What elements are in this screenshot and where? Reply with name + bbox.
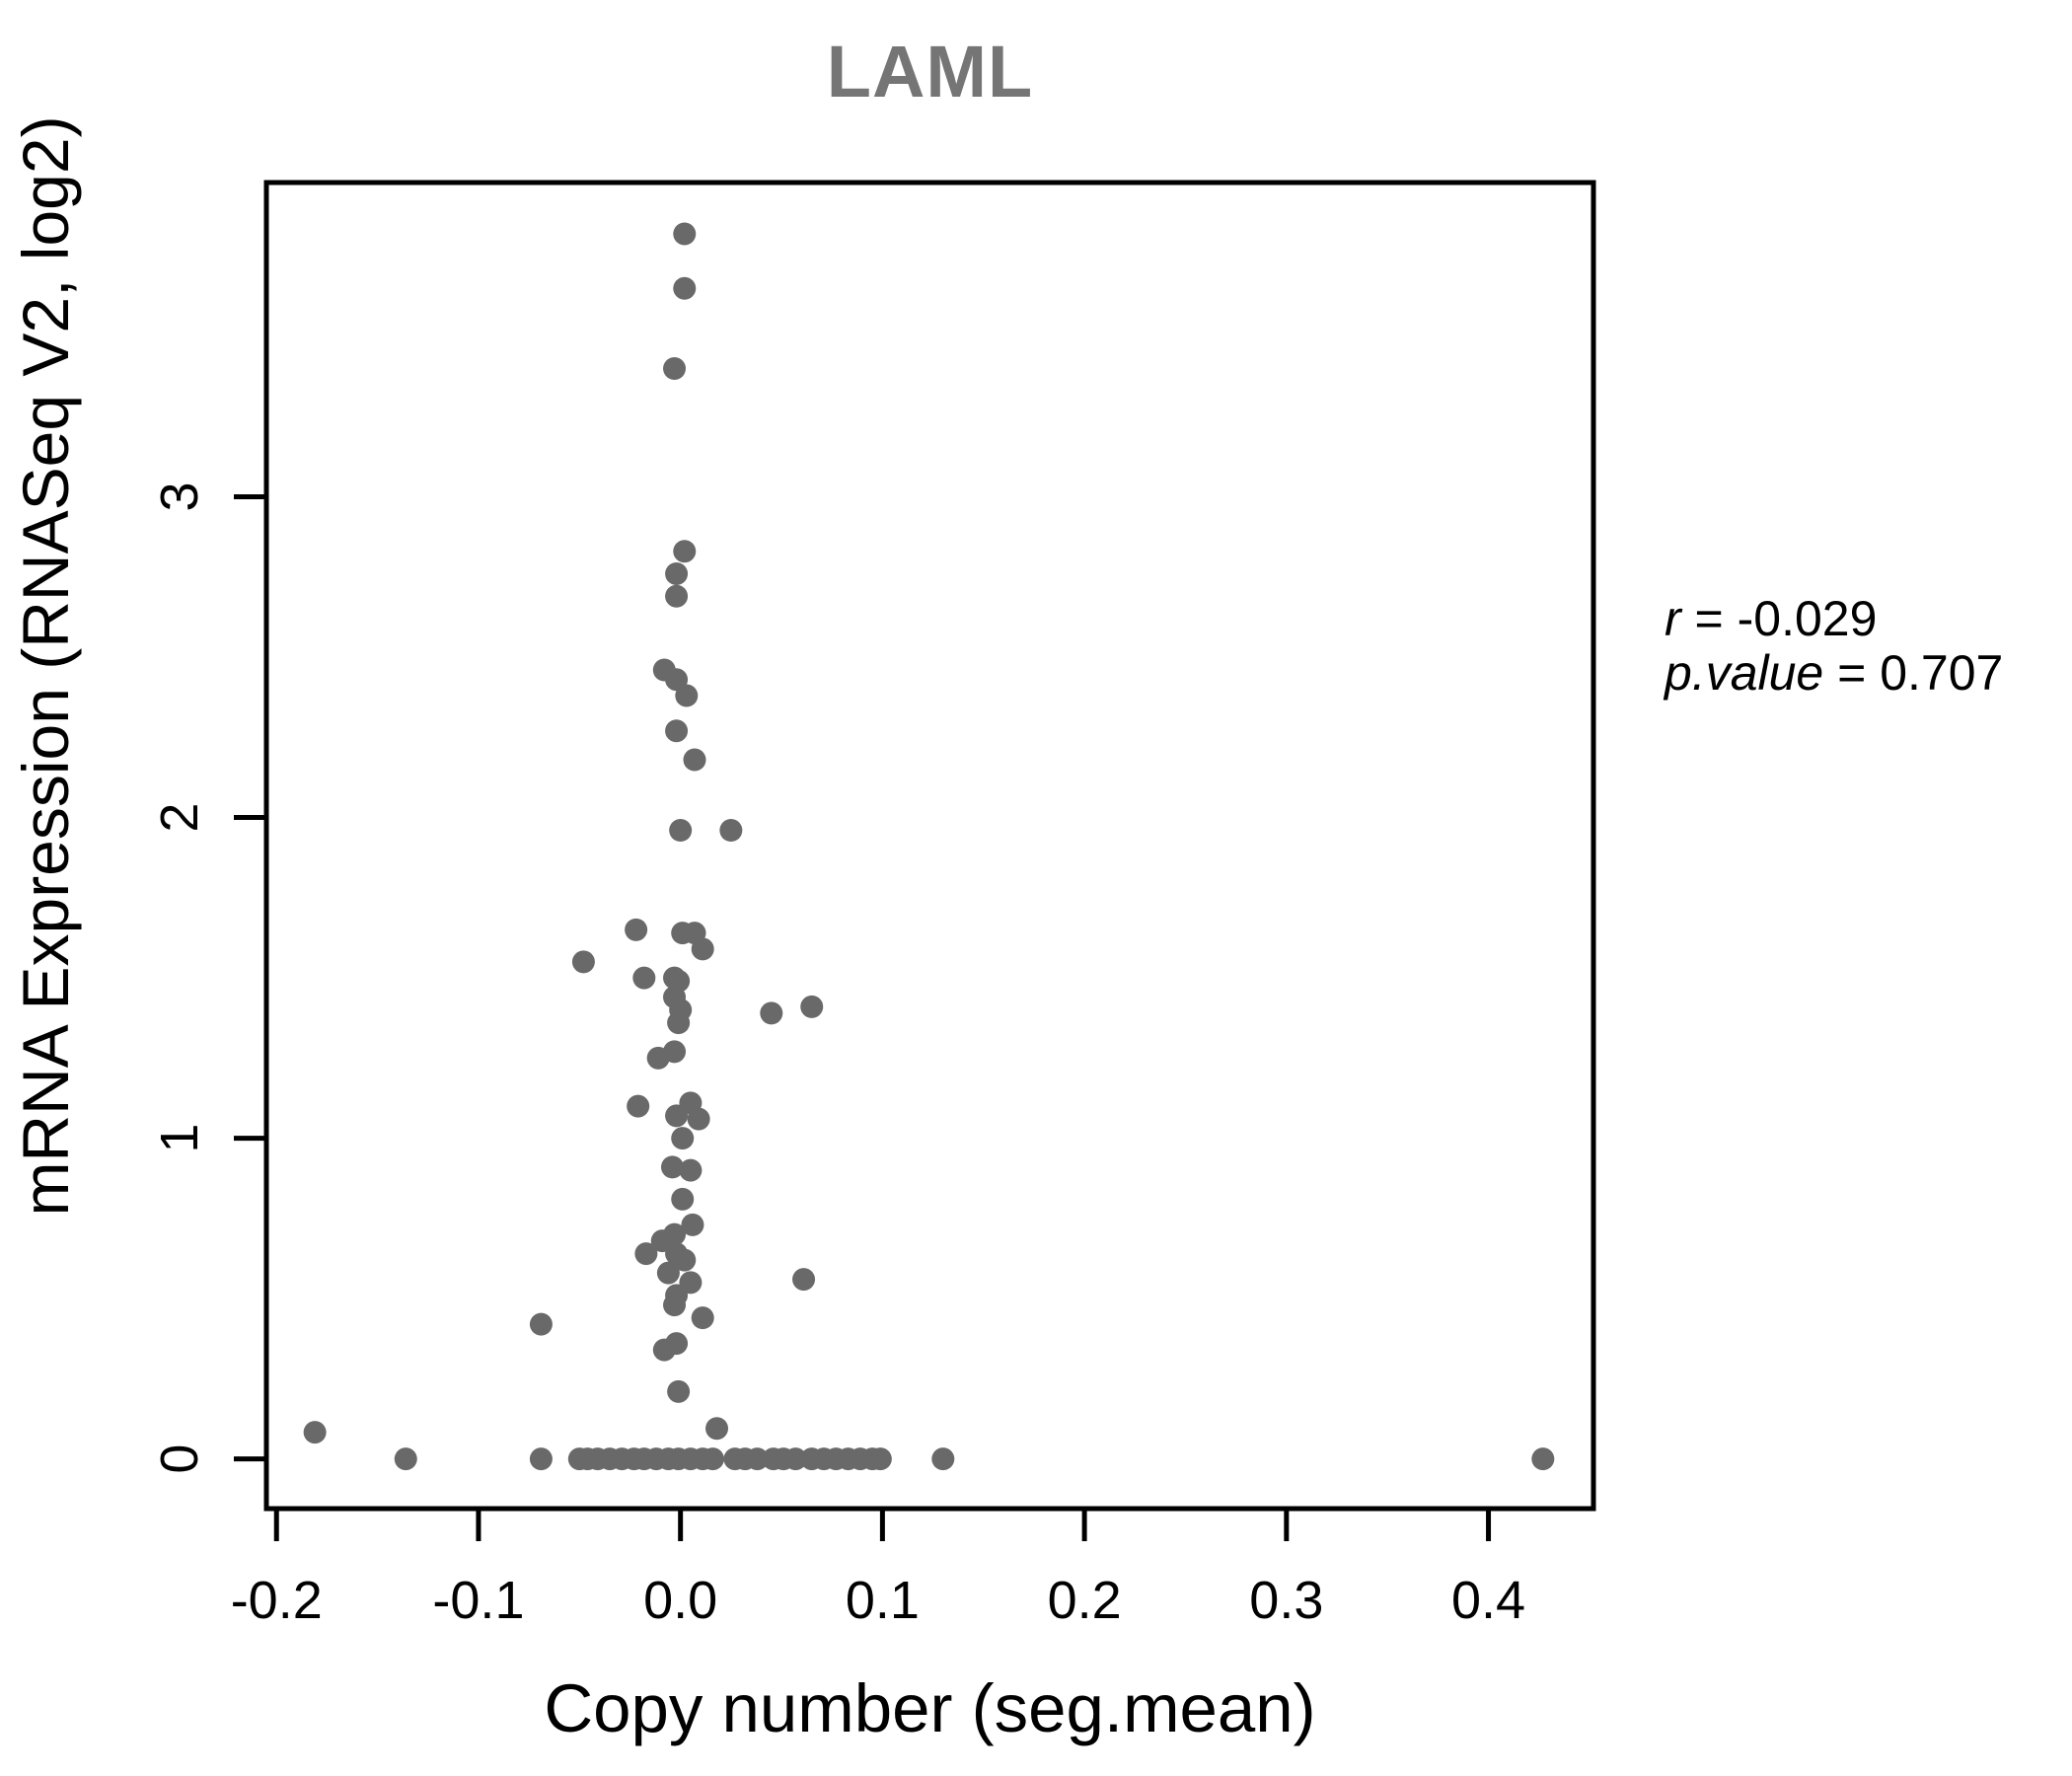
data-point [667, 1011, 691, 1035]
y-axis-label: mRNA Expression (RNASeq V2, log2) [9, 115, 82, 1217]
data-point [681, 1213, 704, 1236]
data-point [656, 1261, 680, 1285]
data-point [679, 1158, 703, 1182]
data-point [691, 937, 714, 961]
data-point [303, 1421, 327, 1444]
chart-title: LAML [826, 31, 1034, 112]
data-point [663, 357, 687, 381]
plot-border [263, 180, 1596, 1512]
data-point [529, 1312, 553, 1336]
data-point [701, 1447, 724, 1471]
data-point [760, 1001, 783, 1025]
data-point [719, 819, 743, 843]
p-variable: p.value [1665, 645, 1824, 701]
x-axis-tick-label: -0.2 [231, 1571, 323, 1630]
data-point [683, 748, 706, 772]
data-point [868, 1447, 892, 1471]
data-point [783, 1447, 807, 1471]
data-point [625, 918, 648, 941]
data-point [665, 584, 689, 608]
data-point [634, 1242, 658, 1266]
r-variable: r [1665, 591, 1681, 646]
data-point [627, 1094, 650, 1118]
data-point [632, 966, 656, 990]
data-point [673, 540, 697, 563]
data-point [665, 562, 689, 586]
data-point [745, 1447, 769, 1471]
x-axis-tick-label: 0.4 [1451, 1571, 1525, 1630]
x-axis-tick-label: 0.2 [1048, 1571, 1122, 1630]
data-point [673, 1248, 697, 1272]
data-point [646, 1046, 670, 1070]
p-value: = 0.707 [1823, 645, 2004, 701]
data-point [669, 819, 693, 843]
x-axis-tick-label: 0.3 [1249, 1571, 1323, 1630]
data-point [529, 1447, 553, 1471]
data-point [671, 1127, 695, 1150]
y-axis-tick-label: 0 [150, 1444, 209, 1474]
data-point [571, 950, 595, 974]
data-point [663, 1222, 687, 1246]
data-point [665, 1104, 689, 1128]
data-point [792, 1268, 816, 1292]
r-value-line: r = -0.029 [1665, 592, 2003, 646]
data-point [673, 276, 697, 300]
data-point [660, 1155, 684, 1179]
data-point [1531, 1447, 1555, 1471]
x-axis-label: Copy number (seg.mean) [544, 1670, 1316, 1746]
p-value-line: p.value = 0.707 [1665, 646, 2003, 701]
data-point [667, 1379, 691, 1403]
data-point [665, 719, 689, 743]
data-point [687, 1107, 710, 1131]
y-axis-tick-label: 2 [150, 803, 209, 833]
data-point [705, 1417, 729, 1441]
data-point [394, 1447, 417, 1471]
data-point [673, 222, 697, 246]
x-axis-tick-label: 0.1 [846, 1571, 920, 1630]
x-axis-tick-label: 0.0 [643, 1571, 717, 1630]
data-point [931, 1447, 955, 1471]
data-point [691, 1306, 714, 1330]
data-point [800, 995, 824, 1018]
data-point [671, 1187, 695, 1211]
r-value: = -0.029 [1680, 591, 1878, 646]
y-axis-tick-label: 3 [150, 482, 209, 512]
data-point [652, 1338, 676, 1362]
x-axis-tick-label: -0.1 [432, 1571, 524, 1630]
data-point [663, 1294, 687, 1317]
stats-annotation: r = -0.029 p.value = 0.707 [1665, 592, 2003, 701]
y-axis-tick-label: 1 [150, 1124, 209, 1153]
data-point [675, 684, 699, 707]
